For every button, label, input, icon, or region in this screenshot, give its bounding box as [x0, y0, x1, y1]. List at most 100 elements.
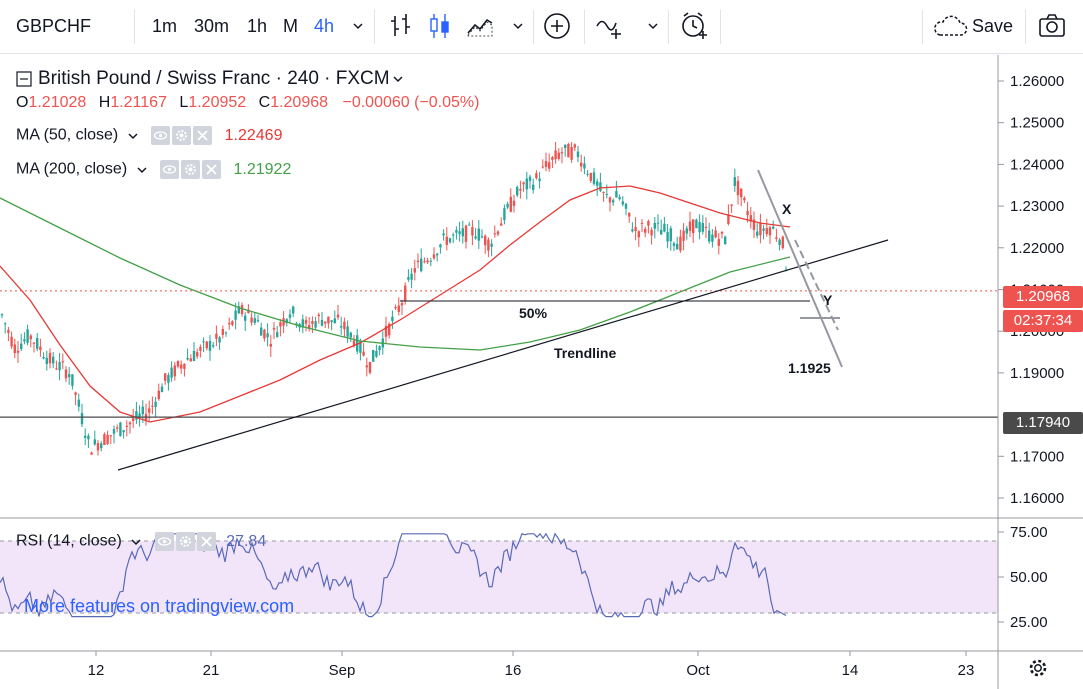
top-toolbar: GBPCHF 1m 30m 1h M 4h Save: [0, 0, 1083, 54]
candle-up: [295, 323, 298, 325]
main-price-pane[interactable]: [0, 141, 998, 471]
chevron-down-icon[interactable]: [130, 536, 142, 548]
collapse-icon[interactable]: [16, 71, 32, 87]
chevron-down-icon[interactable]: [647, 20, 659, 32]
toolbar-divider: [584, 10, 585, 44]
candle-down: [151, 405, 154, 407]
time-axis[interactable]: 12 21 Sep 16 Oct 14 23: [88, 651, 975, 679]
rsi-pane[interactable]: [0, 532, 998, 618]
interval-month-button[interactable]: M: [283, 16, 298, 36]
candle-down: [388, 323, 391, 336]
candle-up: [237, 306, 240, 314]
settings-gear-icon[interactable]: [175, 532, 195, 551]
symbol-search-button[interactable]: GBPCHF: [16, 16, 92, 36]
fifty-percent-label: 50%: [519, 305, 548, 321]
save-button[interactable]: Save: [972, 16, 1014, 36]
settings-gear-icon[interactable]: [1026, 656, 1050, 680]
add-indicator-icon[interactable]: [542, 11, 572, 41]
rsi-axis[interactable]: 75.00 50.00 25.00: [998, 524, 1048, 631]
chevron-down-icon[interactable]: [512, 20, 524, 32]
candle-up: [461, 228, 464, 237]
rsi-legend[interactable]: RSI (14, close) 27.84: [16, 532, 266, 551]
candles-icon[interactable]: [425, 11, 455, 41]
candle-up: [596, 181, 599, 186]
camera-icon[interactable]: [1037, 11, 1067, 41]
candle-up: [112, 428, 116, 434]
candle-down: [765, 228, 768, 235]
chevron-down-icon[interactable]: [127, 130, 139, 142]
candle-up: [244, 315, 247, 321]
chevron-down-icon[interactable]: [136, 164, 148, 176]
candle-up: [525, 178, 528, 190]
interval-1h-button[interactable]: 1h: [247, 16, 268, 36]
candle-up: [503, 208, 506, 221]
candle-up: [36, 337, 39, 349]
candle-down: [196, 352, 199, 357]
interval-30m-button[interactable]: 30m: [194, 16, 230, 36]
candle-up: [170, 367, 173, 378]
candle-up: [436, 253, 439, 256]
candle-up: [122, 430, 125, 433]
candle-down: [272, 327, 276, 330]
line-tool-icon[interactable]: [594, 11, 624, 41]
eye-icon[interactable]: [154, 532, 174, 551]
drawing-annotations[interactable]: 50% Trendline 1.1925 X Y: [519, 201, 833, 376]
candle-up: [532, 184, 535, 191]
candle-down: [692, 219, 695, 234]
candle-down: [471, 227, 474, 236]
chevron-down-icon[interactable]: [352, 20, 364, 32]
candle-up: [653, 222, 656, 229]
candle-up: [528, 176, 532, 181]
chevron-down-icon[interactable]: [392, 73, 404, 85]
tradingview-watermark-link[interactable]: More features on tradingview.com: [24, 596, 295, 616]
close-icon[interactable]: [193, 126, 213, 145]
candle-down: [602, 192, 605, 194]
interval-4h-button[interactable]: 4h: [314, 16, 335, 36]
candle-down: [679, 236, 682, 251]
bar-chart-icon[interactable]: [386, 11, 416, 41]
price-axis[interactable]: 1.260001.250001.240001.230001.220001.210…: [998, 73, 1064, 507]
candle-down: [554, 150, 557, 160]
trendline: [117, 239, 889, 471]
close-icon[interactable]: [196, 532, 216, 551]
candle-down: [445, 236, 448, 245]
eye-icon[interactable]: [151, 126, 171, 145]
candle-up: [420, 258, 423, 272]
candle-up: [256, 320, 260, 322]
settings-gear-icon[interactable]: [172, 126, 192, 145]
candle-up: [372, 350, 375, 362]
candle-down: [362, 351, 365, 356]
candle-down: [324, 321, 327, 324]
area-chart-icon[interactable]: [465, 11, 495, 41]
ma200-legend[interactable]: MA (200, close) 1.21922: [16, 160, 291, 179]
candle-up: [695, 219, 698, 229]
alert-icon[interactable]: [679, 11, 709, 41]
symbol-legend[interactable]: British Pound / Swiss Franc · 240 · FXCM: [16, 68, 404, 90]
close-icon[interactable]: [202, 160, 222, 179]
candle-down: [228, 322, 231, 325]
candle-down: [368, 361, 372, 373]
candle-up: [314, 321, 317, 328]
chart-area[interactable]: 1.26000 1.25000 1.24000 1.23000 1.22000 1.210…: [0, 55, 1083, 689]
candle-down: [116, 427, 119, 429]
ma50-line: [0, 185, 791, 423]
candle-down: [269, 343, 272, 347]
toolbar-divider: [668, 10, 669, 44]
candle-down: [55, 368, 58, 370]
candle-down: [752, 219, 756, 230]
candle-up: [68, 374, 71, 378]
interval-1m-button[interactable]: 1m: [152, 16, 178, 36]
candle-up: [455, 230, 458, 233]
settings-gear-icon[interactable]: [181, 160, 201, 179]
candle-down: [580, 162, 583, 167]
candle-up: [474, 236, 477, 239]
candle-up: [442, 233, 445, 236]
candle-down: [308, 325, 311, 329]
cloud-icon[interactable]: [932, 11, 968, 41]
eye-icon[interactable]: [160, 160, 180, 179]
candle-up: [506, 203, 509, 208]
candle-down: [48, 352, 52, 364]
symbol-title: British Pound / Swiss Franc · 240 · FXCM: [38, 68, 390, 89]
candle-up: [448, 238, 452, 243]
ma50-legend[interactable]: MA (50, close) 1.22469: [16, 126, 282, 145]
